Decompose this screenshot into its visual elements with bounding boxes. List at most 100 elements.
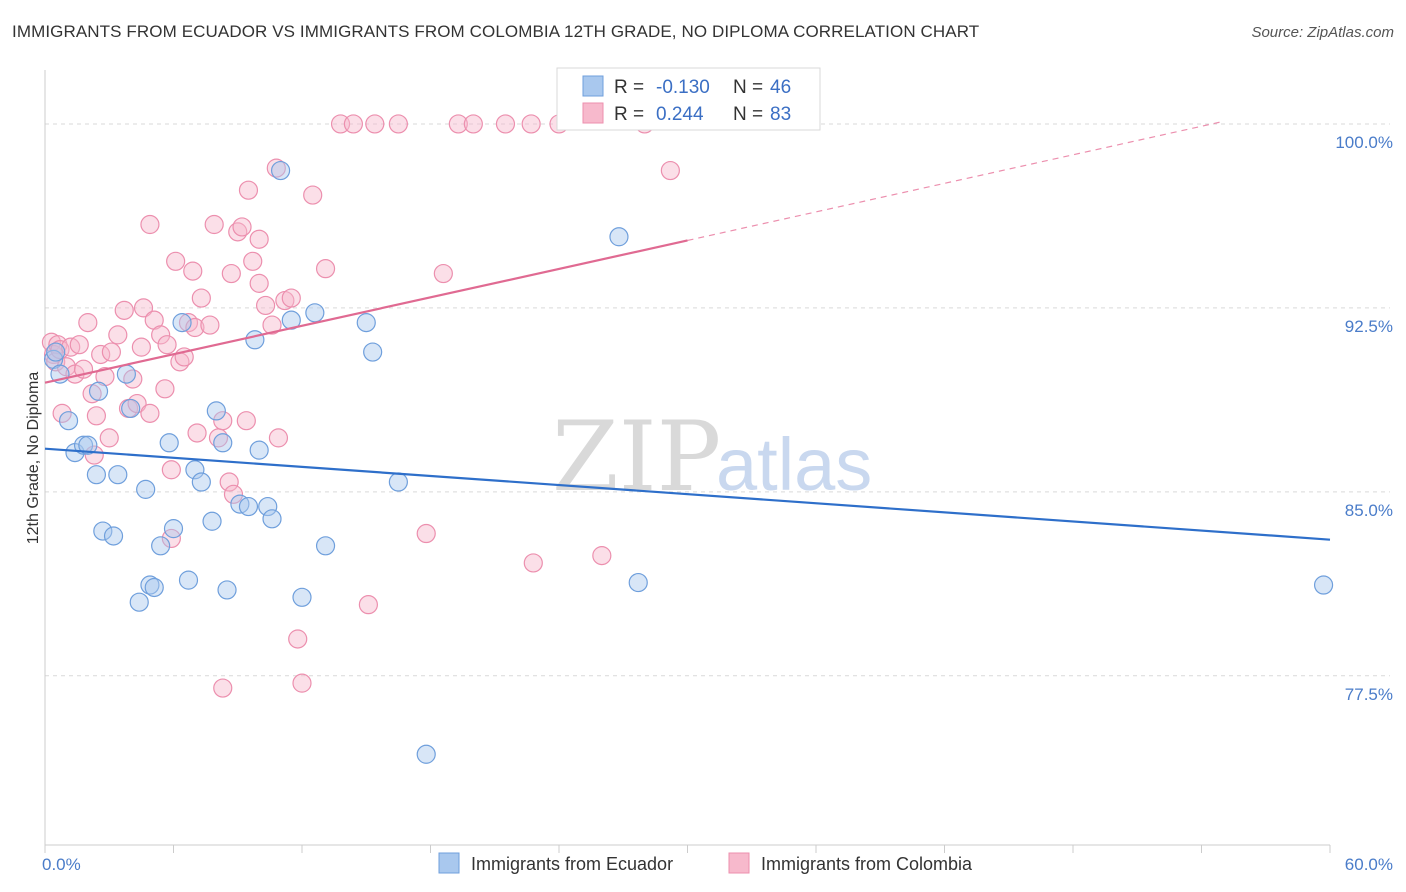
ecuador-point <box>136 479 156 499</box>
trendlines <box>44 120 1331 541</box>
series-legend-label-colombia: Immigrants from Colombia <box>761 854 973 874</box>
colombia-point <box>99 428 119 448</box>
colombia-point <box>213 411 233 431</box>
colombia-point <box>416 523 436 544</box>
colombia-point <box>358 595 378 615</box>
ecuador-point <box>88 381 109 401</box>
stats-legend-r-label-ecuador: R = <box>614 77 644 98</box>
stats-legend-r-label-colombia: R = <box>614 104 644 125</box>
colombia-point <box>592 546 612 566</box>
stats-legend-r-value-colombia: 0.244 <box>656 104 704 125</box>
y-tick-label: 100.0% <box>1335 133 1393 152</box>
colombia-point <box>292 673 312 693</box>
colombia-point <box>127 393 147 414</box>
colombia-point <box>84 445 104 465</box>
ecuador-point <box>93 521 113 541</box>
colombia-point <box>433 263 453 284</box>
colombia-point <box>219 472 239 492</box>
colombia-point <box>303 185 323 205</box>
colombia-point <box>187 423 207 443</box>
colombia-point <box>232 217 252 237</box>
colombia-point <box>133 298 154 318</box>
colombia-point <box>249 229 269 249</box>
colombia-point <box>238 180 259 200</box>
colombia-point <box>448 114 468 134</box>
colombia-point <box>101 342 121 362</box>
colombia-point <box>221 263 241 284</box>
colombia-point <box>388 114 408 134</box>
colombia-point <box>660 160 680 181</box>
colombia-point <box>495 114 516 134</box>
stats-legend-n-label-ecuador: N = <box>733 77 763 98</box>
ecuador-point <box>172 313 192 333</box>
ecuador-point <box>388 472 408 492</box>
series-legend-swatch-ecuador <box>438 852 460 874</box>
ecuador-point <box>416 744 436 764</box>
colombia-trendline <box>44 239 688 384</box>
ecuador-point <box>305 303 325 323</box>
ecuador-point <box>245 330 265 350</box>
x-tick-label-max: 60.0% <box>1345 855 1393 874</box>
ecuador-point <box>78 435 98 455</box>
colombia-point <box>191 288 211 308</box>
ecuador-point <box>249 440 269 460</box>
ecuador-point <box>191 472 211 492</box>
ecuador-point <box>1313 575 1334 595</box>
y-axis-label: 12th Grade, No Diploma <box>25 372 42 545</box>
watermark-atlas: atlas <box>716 423 872 506</box>
y-tick-label: 85.0% <box>1345 501 1393 520</box>
colombia-point <box>52 403 72 423</box>
stats-legend: R = -0.130 N = 46 R = 0.244 N = 83 <box>556 67 821 131</box>
ecuador-point <box>262 509 282 529</box>
colombia-point <box>157 335 177 355</box>
colombia-point <box>523 553 543 573</box>
colombia-trendline-extension <box>687 120 1224 242</box>
colombia-point <box>521 114 541 134</box>
colombia-point <box>78 313 98 333</box>
colombia-point <box>114 300 134 320</box>
colombia-point <box>166 251 186 271</box>
ecuador-point <box>609 227 629 247</box>
colombia-point <box>43 344 64 365</box>
colombia-point <box>204 214 224 235</box>
colombia-point <box>365 114 385 134</box>
stats-legend-r-value-ecuador: -0.130 <box>656 77 710 98</box>
colombia-point <box>151 325 171 345</box>
colombia-point <box>108 325 128 345</box>
colombia-point <box>315 259 336 279</box>
colombia-point <box>140 403 160 423</box>
colombia-point <box>268 428 289 448</box>
series-legend-swatch-colombia <box>728 852 750 874</box>
ecuador-point <box>363 342 383 362</box>
series-legend-label-ecuador: Immigrants from Ecuador <box>471 854 673 874</box>
colombia-point <box>243 251 263 271</box>
colombia-point <box>69 335 89 355</box>
ecuador-point <box>213 433 233 453</box>
ecuador-point <box>217 580 237 600</box>
ecuador-point <box>238 496 259 517</box>
y-tick-labels: 77.5% 85.0% 92.5% 100.0% <box>1335 133 1393 704</box>
ecuador-point <box>258 496 278 517</box>
colombia-point <box>123 369 143 389</box>
ecuador-point <box>73 435 94 455</box>
chart-title: IMMIGRANTS FROM ECUADOR VS IMMIGRANTS FR… <box>12 22 980 41</box>
colombia-point <box>161 460 181 480</box>
colombia-point <box>178 313 199 333</box>
colombia-point <box>223 484 244 504</box>
ecuador-point <box>86 465 107 485</box>
ecuador-point <box>628 572 648 593</box>
colombia-point <box>343 114 363 134</box>
ecuador-point <box>202 511 222 531</box>
stats-legend-n-value-colombia: 83 <box>770 104 791 125</box>
stats-legend-n-value-ecuador: 46 <box>770 77 791 98</box>
colombia-point <box>200 315 220 335</box>
colombia-point <box>255 295 276 316</box>
stats-legend-swatch-colombia <box>582 102 604 124</box>
ecuador-point <box>206 401 226 421</box>
ecuador-point <box>159 433 179 453</box>
ecuador-point <box>178 570 199 590</box>
ecuador-point <box>46 342 66 362</box>
ecuador-trendline <box>44 447 1331 541</box>
colombia-point <box>140 214 160 235</box>
